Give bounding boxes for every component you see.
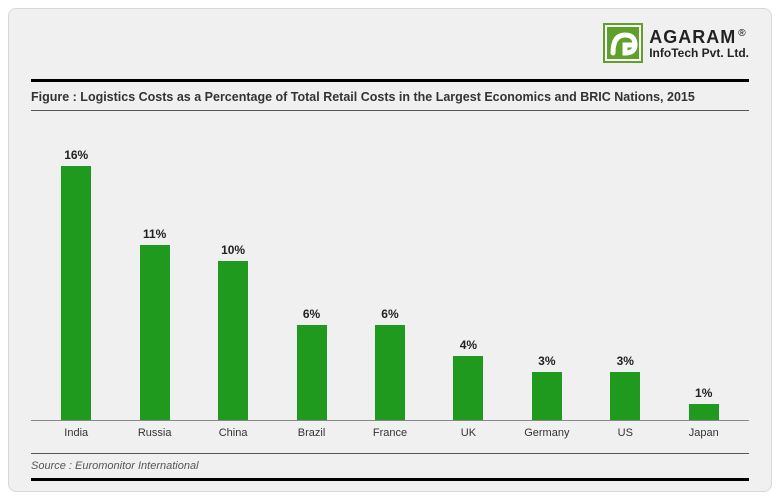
bar (61, 166, 91, 420)
logo-mark-icon (603, 23, 643, 63)
x-axis-label: US (589, 427, 661, 439)
x-axis-label: Germany (511, 427, 583, 439)
bar (689, 404, 719, 420)
x-axis-label: Japan (668, 427, 740, 439)
bar-group: 16% (40, 148, 112, 420)
x-axis-label: UK (432, 427, 504, 439)
bar-chart: 16% 11% 10% 6% 6% 4% 3% 3% 1% (31, 121, 749, 421)
logo-subtitle: InfoTech Pvt. Ltd. (649, 47, 749, 59)
bar-group: 4% (432, 338, 504, 420)
bar-group: 6% (354, 307, 426, 420)
bar-value-label: 11% (143, 227, 166, 241)
x-axis-labels: India Russia China Brazil France UK Germany US J… (31, 421, 749, 439)
x-axis-label: China (197, 427, 269, 439)
bar-group: 6% (276, 307, 348, 420)
bar-group: 10% (197, 243, 269, 420)
bar-value-label: 6% (381, 307, 398, 321)
figure-title: Figure : Logistics Costs as a Percentage… (31, 82, 749, 110)
bar (297, 325, 327, 420)
bar-value-label: 10% (221, 243, 245, 257)
bar-value-label: 16% (64, 148, 88, 162)
bar (453, 356, 483, 420)
bar-group: 1% (668, 386, 740, 420)
bar-value-label: 4% (460, 338, 477, 352)
x-axis-label: Brazil (276, 427, 348, 439)
title-underline (31, 110, 749, 111)
bottom-rule (31, 478, 749, 481)
figure-card: AGARAM® InfoTech Pvt. Ltd. Figure : Logi… (8, 8, 772, 492)
logo-text: AGARAM® InfoTech Pvt. Ltd. (649, 28, 749, 59)
bar-group: 3% (511, 354, 583, 420)
bar (375, 325, 405, 420)
logo-company-name: AGARAM (649, 27, 736, 47)
bar-group: 11% (119, 227, 191, 420)
bar (532, 372, 562, 420)
bar (218, 261, 248, 420)
bar-value-label: 3% (538, 354, 555, 368)
source-text: Source : Euromonitor International (31, 454, 749, 472)
bar (140, 245, 170, 420)
bar-value-label: 6% (303, 307, 320, 321)
registered-icon: ® (738, 28, 745, 39)
header-row: AGARAM® InfoTech Pvt. Ltd. (31, 23, 749, 75)
company-logo: AGARAM® InfoTech Pvt. Ltd. (603, 23, 749, 63)
logo-name-top: AGARAM® (649, 28, 749, 47)
x-axis-label: Russia (119, 427, 191, 439)
bar (610, 372, 640, 420)
bar-value-label: 3% (617, 354, 634, 368)
x-axis-label: India (40, 427, 112, 439)
bar-group: 3% (589, 354, 661, 420)
x-axis-label: France (354, 427, 426, 439)
bar-value-label: 1% (695, 386, 712, 400)
